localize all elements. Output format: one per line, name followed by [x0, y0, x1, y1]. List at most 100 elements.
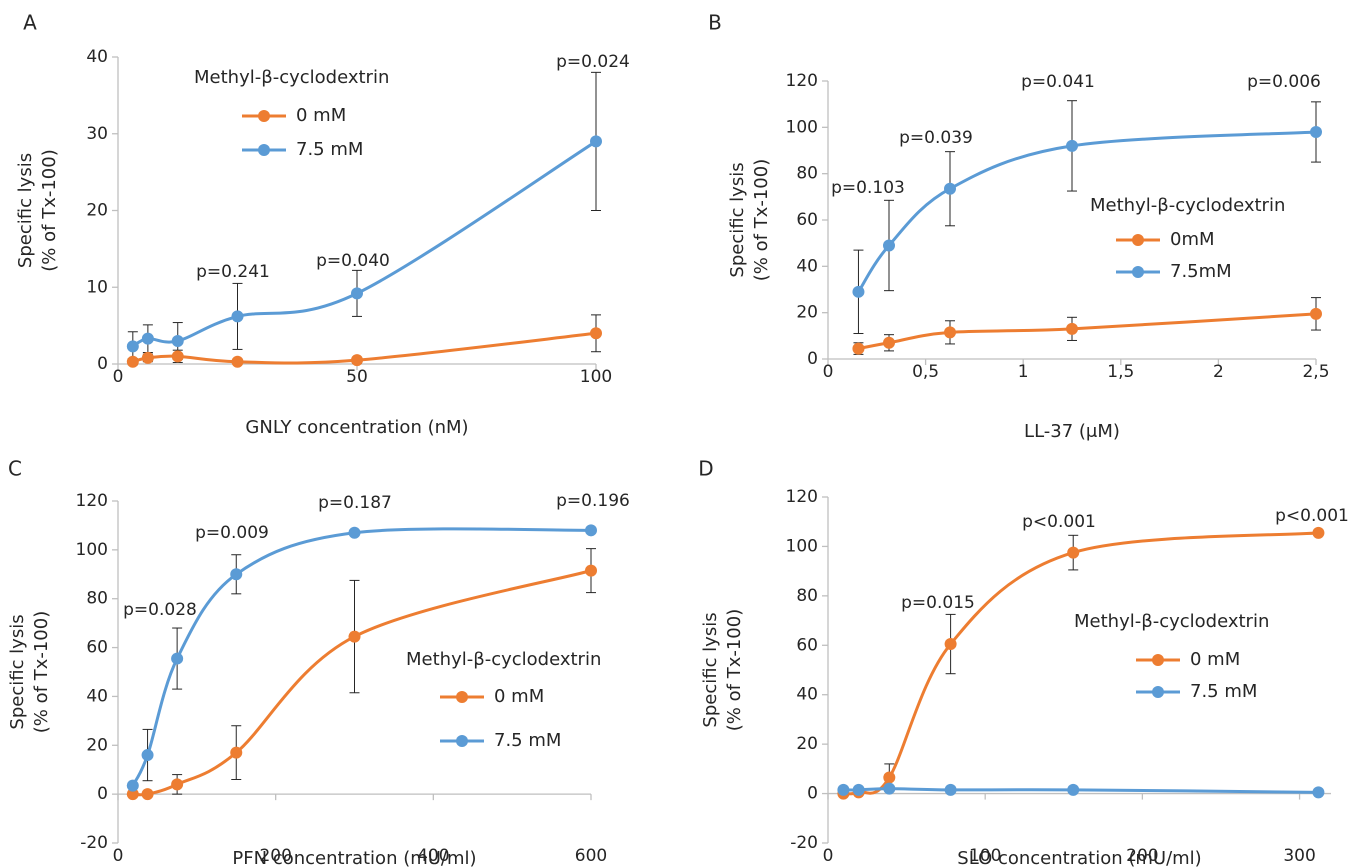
legend-title: Methyl-β-cyclodextrin [406, 649, 601, 670]
series-line-0 [841, 531, 1320, 796]
legend-label: 7.5 mM [1190, 681, 1257, 702]
legend-label: 0 mM [494, 686, 544, 707]
x-tick-label: 2 [1213, 362, 1224, 382]
p-value-label: p=0.015 [901, 593, 975, 613]
legend-swatch-marker [456, 691, 468, 703]
y-tick-label: 40 [796, 256, 818, 276]
y-tick-label: 100 [786, 536, 818, 556]
x-axis-title: SLO concentration (mU/ml) [957, 848, 1201, 868]
data-point-series-0 [883, 336, 895, 349]
data-point-series-1 [852, 285, 865, 298]
p-value-label: p=0.040 [316, 251, 390, 271]
series-line-0 [131, 569, 593, 797]
data-point-series-1 [141, 749, 154, 762]
data-point-series-0 [1066, 322, 1078, 335]
panel-a: A 0 10 20 30 40 0 50 100 GNLY concentration (nM) S… [15, 11, 630, 439]
legend-label: 7.5 mM [296, 139, 363, 160]
series-line-0 [856, 312, 1318, 351]
data-point-series-0 [230, 746, 243, 759]
data-point-series-0 [348, 630, 361, 643]
p-value-label: p<0.001 [1022, 512, 1096, 532]
y-axis-title-line1: Specific lysis [727, 162, 748, 277]
data-point-series-1 [231, 310, 244, 323]
legend-swatch-marker [258, 110, 270, 122]
data-point-series-1 [944, 783, 957, 796]
y-axis-title-line2: (% of Tx-100) [724, 609, 745, 731]
y-tick-label: 40 [86, 47, 108, 67]
y-tick-label: 80 [796, 164, 818, 184]
data-point-series-1 [837, 783, 850, 796]
data-point-series-0 [590, 327, 602, 340]
legend-swatch-marker [1132, 266, 1144, 278]
data-point-series-1 [590, 135, 602, 148]
x-tick-label: 0 [113, 367, 124, 387]
y-tick-label: 0 [97, 784, 108, 804]
y-tick-label: 80 [86, 589, 108, 609]
data-point-series-1 [1312, 786, 1325, 799]
data-point-series-1 [1067, 783, 1080, 796]
x-tick-label: 0 [113, 846, 124, 866]
data-point-series-1 [171, 334, 184, 347]
data-point-series-1 [141, 332, 154, 345]
data-point-series-0 [944, 326, 956, 339]
p-value-label: p<0.001 [1275, 506, 1349, 526]
y-tick-label: 100 [786, 117, 818, 137]
p-value-label: p=0.028 [123, 600, 197, 620]
x-tick-label: 200 [1126, 846, 1158, 866]
y-axis-title-line2: (% of Tx-100) [31, 611, 52, 733]
data-point-series-1 [883, 239, 895, 252]
data-point-series-0 [351, 354, 363, 367]
y-tick-label: 60 [796, 210, 818, 230]
data-point-series-1 [126, 779, 139, 792]
data-point-series-0 [1067, 546, 1080, 559]
panel-letter: C [8, 457, 22, 481]
x-tick-label: 400 [417, 846, 449, 866]
data-point-series-1 [944, 182, 956, 195]
panel-letter: D [698, 457, 713, 481]
y-tick-label: 30 [86, 124, 108, 144]
y-axis-title-line1: Specific lysis [15, 153, 36, 268]
legend-swatch-marker [456, 735, 468, 747]
y-tick-label: -20 [790, 833, 818, 853]
data-point-series-0 [1312, 526, 1325, 539]
x-tick-label: 200 [259, 846, 291, 866]
series-line-1 [131, 139, 598, 348]
data-point-series-0 [126, 355, 139, 368]
legend-label: 0 mM [1190, 649, 1240, 670]
p-value-label: p=0.039 [899, 128, 973, 148]
p-value-label: p=0.006 [1247, 72, 1321, 92]
x-tick-label: 300 [1283, 846, 1315, 866]
y-tick-label: 20 [796, 303, 818, 323]
panel-letter: B [708, 11, 722, 35]
y-tick-label: 120 [786, 487, 818, 507]
p-value-label: p=0.241 [196, 262, 270, 282]
x-tick-label: 2,5 [1302, 362, 1329, 382]
x-tick-label: 100 [969, 846, 1001, 866]
y-tick-label: 40 [86, 686, 108, 706]
data-point-series-0 [883, 771, 896, 784]
x-tick-label: 0 [823, 362, 834, 382]
p-value-label: p=0.187 [318, 493, 392, 513]
data-point-series-0 [171, 350, 184, 363]
data-point-series-1 [883, 782, 896, 795]
data-point-series-1 [1066, 139, 1078, 152]
data-point-series-0 [585, 564, 597, 577]
y-tick-label: 100 [76, 540, 108, 560]
y-tick-label: 0 [807, 784, 818, 804]
data-point-series-1 [126, 340, 139, 353]
data-point-series-1 [230, 568, 243, 581]
y-tick-label: -20 [80, 833, 108, 853]
data-point-series-1 [348, 526, 361, 539]
legend-label: 7.5mM [1170, 261, 1232, 282]
legend-title: Methyl-β-cyclodextrin [1090, 195, 1285, 216]
data-point-series-0 [852, 342, 865, 355]
legend-label: 7.5 mM [494, 730, 561, 751]
data-point-series-0 [141, 788, 154, 801]
data-point-series-0 [141, 351, 154, 364]
legend-label: 0 mM [296, 105, 346, 126]
x-axis-title: PFN concentration (mU/ml) [232, 848, 476, 868]
x-tick-label: 50 [346, 367, 368, 387]
